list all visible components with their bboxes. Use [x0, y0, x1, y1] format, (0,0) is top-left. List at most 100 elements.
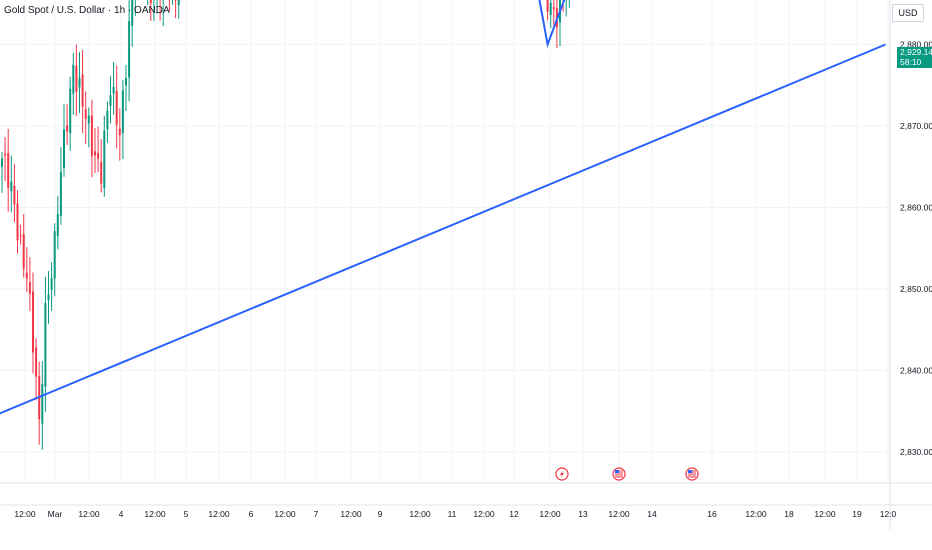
- candle-body: [103, 130, 106, 188]
- y-tick-label: 2,830.000: [900, 447, 932, 457]
- candle-body: [44, 302, 47, 387]
- candle-body: [75, 65, 78, 92]
- x-tick-label: 16: [707, 509, 717, 519]
- y-tick-label: 2,860.000: [900, 203, 932, 213]
- candle-body: [118, 128, 121, 136]
- candle-body: [56, 213, 59, 236]
- candle-body: [16, 203, 19, 241]
- flash-icon[interactable]: [555, 467, 569, 481]
- candle-body: [112, 86, 115, 94]
- event-marker-ring: [685, 467, 699, 481]
- x-tick-label: 5: [184, 509, 189, 519]
- candle-body: [78, 78, 81, 88]
- y-tick-label: 2,840.000: [900, 366, 932, 376]
- x-tick-label: 12: [509, 509, 519, 519]
- flag-stripe: [688, 474, 696, 476]
- zigzag-pattern[interactable]: [368, 0, 777, 49]
- candle-body: [32, 291, 34, 353]
- price-axis[interactable]: 2,830.000 2,840.000 2,850.000 2,860.000 2,87…: [889, 0, 932, 530]
- candle-body: [28, 282, 31, 294]
- event-marker-ring: [612, 467, 626, 481]
- candle-body: [106, 110, 109, 130]
- x-tick-label: 12:00: [340, 509, 362, 519]
- candle-body: [149, 0, 152, 4]
- x-tick-label: 4: [119, 509, 124, 519]
- candle-body: [4, 153, 7, 156]
- candle-body: [549, 2, 552, 15]
- candle-body: [100, 161, 103, 184]
- x-tick-label: 12:00: [745, 509, 767, 519]
- flag-canton: [688, 470, 692, 473]
- x-tick-label: Mar: [48, 509, 63, 519]
- candle-body: [81, 74, 84, 107]
- candle-body: [13, 185, 16, 205]
- flag-stripe: [688, 476, 696, 478]
- last-price-label: 2,929.140 58:10: [897, 47, 932, 68]
- chart-title: Gold Spot / U.S. Dollar · 1h · OANDA: [4, 5, 170, 16]
- candle-body: [546, 0, 549, 12]
- candle-body: [41, 383, 44, 424]
- y-tick-label: 2,850.000: [900, 284, 932, 294]
- rising-trendline-line[interactable]: [0, 43, 886, 436]
- last-price-value: 2,929.140: [900, 47, 932, 57]
- us-flag-icon[interactable]: [685, 467, 699, 481]
- x-tick-label: 19: [852, 509, 862, 519]
- x-tick-label: 12:00: [14, 509, 36, 519]
- candle-body: [22, 234, 25, 269]
- candle-body: [47, 294, 50, 300]
- candlestick-series: [1, 0, 570, 450]
- x-tick-label: 12:00: [208, 509, 230, 519]
- candle-body: [97, 152, 100, 159]
- candle-body: [128, 21, 131, 78]
- currency-button[interactable]: USD: [892, 4, 924, 22]
- x-tick-label: 13: [578, 509, 588, 519]
- x-tick-label: 12:00: [608, 509, 630, 519]
- candle-body: [59, 171, 62, 216]
- flag-canton: [615, 470, 619, 473]
- x-tick-label: 12:00: [144, 509, 166, 519]
- candle-body: [69, 88, 72, 134]
- x-tick-label: 6: [249, 509, 254, 519]
- candle-body: [53, 231, 56, 279]
- candle-body: [109, 95, 112, 106]
- flag-stripe: [615, 474, 623, 476]
- candle-body: [10, 181, 13, 192]
- candle-body: [90, 115, 93, 157]
- candle-body: [174, 0, 177, 1]
- y-tick-label: 2,880.000: [900, 40, 932, 50]
- candle-body: [66, 125, 69, 132]
- x-tick-label: 9: [378, 509, 383, 519]
- x-tick-label: 11: [448, 509, 457, 519]
- x-tick-label: 18: [784, 509, 794, 519]
- candle-body: [131, 0, 134, 26]
- candle-body: [94, 151, 96, 156]
- us-flag-icon[interactable]: [612, 467, 626, 481]
- x-tick-label: 12:00: [539, 509, 561, 519]
- candle-body: [50, 278, 53, 290]
- drawing-layer[interactable]: [0, 0, 932, 436]
- candle-body: [63, 129, 65, 168]
- candle-body: [115, 91, 118, 125]
- x-tick-label: 14: [647, 509, 657, 519]
- candle-body: [72, 64, 75, 94]
- x-tick-label: 7: [314, 509, 319, 519]
- candle-body: [87, 115, 90, 124]
- x-tick-label: 12:00: [78, 509, 100, 519]
- economic-events[interactable]: [555, 467, 699, 481]
- candle-body: [121, 90, 124, 134]
- time-axis[interactable]: 12:00 Mar 12:00 4 12:00 5 12:00 6 12:00 7 12:00 9 12…: [0, 482, 932, 519]
- y-tick-label: 2,870.000: [900, 121, 932, 131]
- flash-glyph: [560, 470, 564, 478]
- chart-grid: [0, 0, 890, 483]
- candle-body: [177, 0, 180, 6]
- candle-body: [1, 158, 3, 167]
- candle-body: [25, 272, 28, 279]
- x-tick-label: 12:00: [814, 509, 836, 519]
- x-tick-label: 12:00: [274, 509, 296, 519]
- candle-body: [125, 78, 127, 86]
- candle-body: [35, 347, 38, 377]
- flag-stripe: [615, 476, 623, 478]
- x-tick-label: 12:0: [880, 509, 897, 519]
- x-tick-label: 12:00: [409, 509, 431, 519]
